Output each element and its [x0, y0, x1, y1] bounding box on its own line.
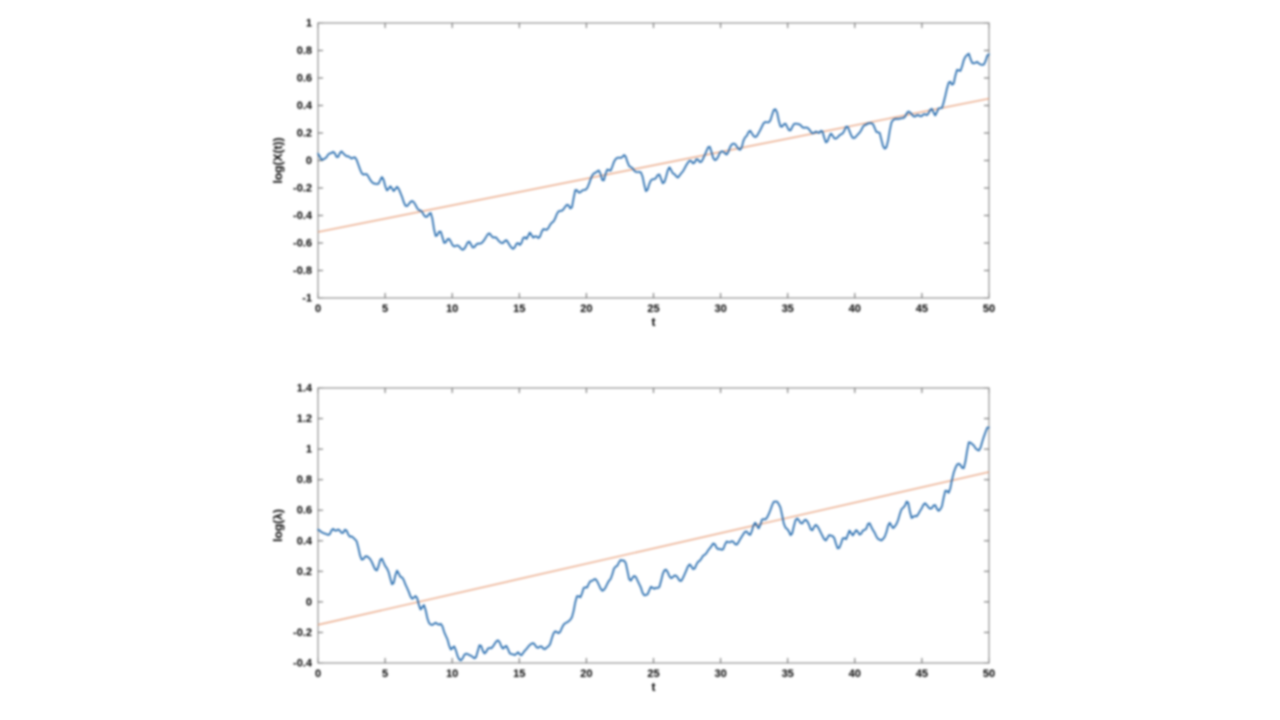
svg-text:5: 5	[382, 668, 388, 680]
svg-text:1: 1	[306, 444, 312, 456]
svg-text:1.2: 1.2	[297, 413, 312, 425]
svg-text:0.4: 0.4	[297, 535, 313, 547]
svg-text:50: 50	[983, 303, 995, 315]
svg-text:10: 10	[446, 303, 458, 315]
svg-text:-0.8: -0.8	[293, 265, 312, 277]
svg-text:15: 15	[513, 668, 525, 680]
svg-text:5: 5	[382, 303, 388, 315]
svg-text:0: 0	[306, 155, 312, 167]
svg-text:-0.2: -0.2	[293, 627, 312, 639]
svg-text:0: 0	[306, 596, 312, 608]
svg-text:-0.2: -0.2	[293, 183, 312, 195]
svg-text:-0.4: -0.4	[293, 658, 313, 670]
svg-text:45: 45	[916, 303, 928, 315]
svg-text:20: 20	[580, 303, 592, 315]
svg-text:0.2: 0.2	[297, 128, 312, 140]
svg-text:0: 0	[315, 303, 321, 315]
svg-text:0.6: 0.6	[297, 73, 312, 85]
svg-text:30: 30	[714, 668, 726, 680]
svg-text:0.4: 0.4	[297, 100, 313, 112]
svg-text:15: 15	[513, 303, 525, 315]
svg-text:30: 30	[714, 303, 726, 315]
svg-text:0.6: 0.6	[297, 505, 312, 517]
svg-text:25: 25	[647, 668, 659, 680]
svg-text:log(X(t)): log(X(t))	[271, 138, 285, 184]
svg-text:1.4: 1.4	[297, 383, 313, 395]
svg-text:35: 35	[782, 668, 794, 680]
svg-text:t: t	[652, 315, 656, 329]
svg-text:t: t	[652, 680, 656, 694]
svg-text:-0.4: -0.4	[293, 210, 313, 222]
svg-text:10: 10	[446, 668, 458, 680]
svg-text:0.8: 0.8	[297, 45, 312, 57]
svg-text:50: 50	[983, 668, 995, 680]
svg-text:log(λ): log(λ)	[271, 509, 285, 542]
svg-text:40: 40	[849, 668, 861, 680]
svg-text:20: 20	[580, 668, 592, 680]
svg-text:0: 0	[315, 668, 321, 680]
svg-text:40: 40	[849, 303, 861, 315]
svg-text:1: 1	[306, 18, 312, 30]
svg-text:45: 45	[916, 668, 928, 680]
svg-text:35: 35	[782, 303, 794, 315]
svg-text:25: 25	[647, 303, 659, 315]
svg-text:0.8: 0.8	[297, 474, 312, 486]
svg-text:-0.6: -0.6	[293, 238, 312, 250]
svg-text:-1: -1	[302, 293, 312, 305]
svg-text:0.2: 0.2	[297, 566, 312, 578]
